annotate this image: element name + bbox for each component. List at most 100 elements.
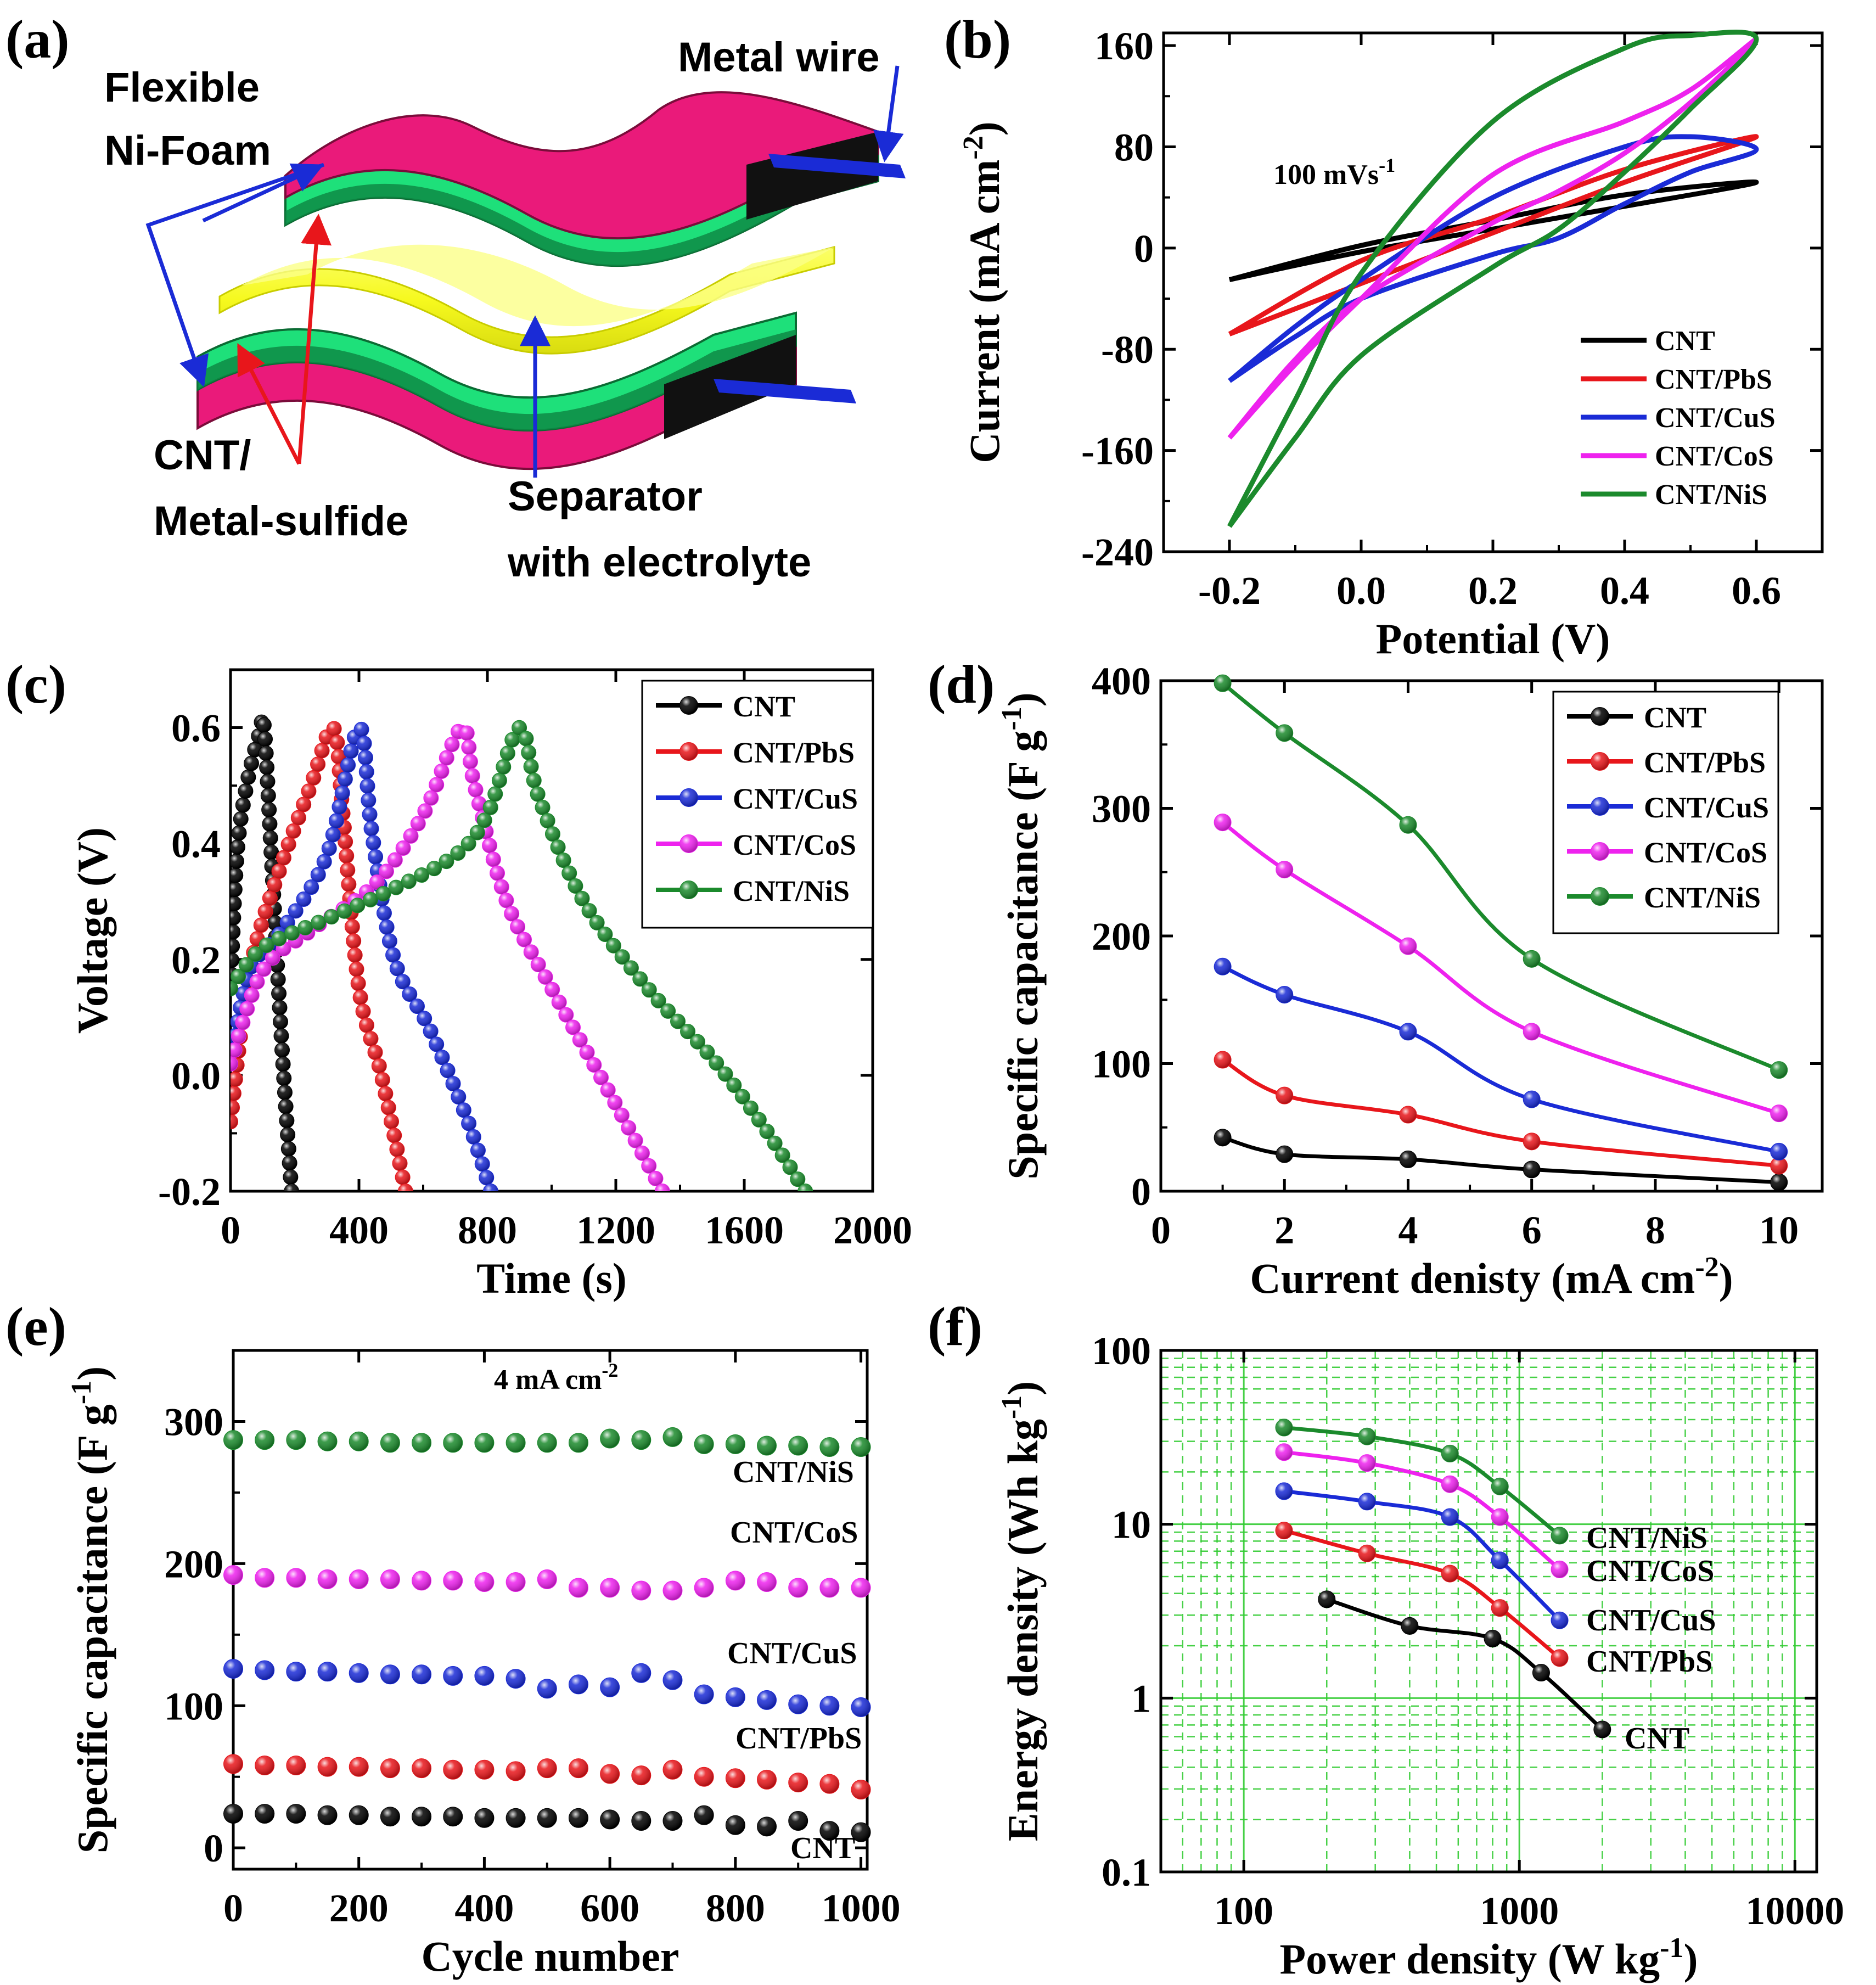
e-series-label-cnt-cos: CNT/CoS — [730, 1516, 858, 1550]
c-marker-cnt-shine — [272, 1000, 287, 1015]
d-xtick-label: 6 — [1522, 1208, 1542, 1252]
e-marker-cnt-shine — [726, 1815, 745, 1835]
metal-wire-bottom — [714, 379, 856, 403]
f-series-label-cnt-pbs: CNT/PbS — [1586, 1645, 1712, 1679]
c-marker-cnt-nis-shine — [727, 1078, 742, 1093]
top-foam-side — [746, 132, 878, 220]
d-legend-label-cnt-pbs: CNT/PbS — [1644, 746, 1766, 779]
c-marker-cnt-nis-shine — [615, 950, 630, 965]
d-marker-cnt-pbs-shine — [1214, 1051, 1231, 1068]
c-marker-cnt-nis-shine — [775, 1148, 790, 1163]
c-marker-cnt-nis-shine — [582, 904, 597, 918]
c-marker-cnt-nis-shine — [298, 920, 313, 935]
e-marker-cnt-cos-shine — [349, 1569, 368, 1589]
c-xtick-label: 1200 — [576, 1208, 655, 1252]
e-marker-cnt-pbs-shine — [569, 1759, 588, 1778]
c-ylabel-text: Voltage (V) — [69, 827, 116, 1034]
e-marker-cnt-shine — [443, 1807, 463, 1826]
d-legend-box — [1552, 691, 1779, 934]
f-panel-label: (f) — [928, 1296, 982, 1357]
c-marker-cnt-nis-shine — [540, 814, 555, 828]
c-marker-cnt-shine — [284, 1184, 299, 1191]
c-marker-cnt-cus-shine — [354, 722, 369, 737]
f-marker-cnt-pbs-shine — [1551, 1650, 1568, 1667]
c-marker-cnt-cos-shine — [587, 1058, 602, 1073]
f-marker-cnt-shine — [1484, 1630, 1501, 1647]
d-xlabel: Current denisty (mA cm-2) — [1250, 1252, 1733, 1302]
c-marker-cnt-cus-shine — [335, 786, 350, 800]
e-annotation-text: 4 mA cm — [494, 1364, 602, 1395]
c-marker-cnt-cus-shine — [379, 919, 394, 934]
c-marker-cnt-cos-shine — [387, 853, 402, 867]
d-legend-label-cnt-nis: CNT/NiS — [1644, 881, 1761, 914]
e-marker-cnt-nis-shine — [412, 1433, 431, 1453]
d-xlabel-end: ) — [1719, 1254, 1733, 1302]
c-marker-cnt-nis-shine — [259, 938, 274, 952]
c-marker-cnt-cus-shine — [395, 974, 410, 989]
e-marker-cnt-nis-shine — [318, 1432, 337, 1451]
c-marker-cnt-cos-shine — [648, 1171, 663, 1186]
e-marker-cnt-cos-shine — [726, 1571, 745, 1590]
c-marker-cnt-pbs-shine — [262, 891, 277, 906]
c-marker-cnt-cos-shine — [369, 875, 384, 890]
c-marker-cnt-cos-shine — [463, 754, 478, 769]
b-ylabel-end: ) — [961, 121, 1008, 136]
e-marker-cnt-shine — [349, 1805, 368, 1825]
e-ylabel-text: Specific capacitance (F g — [69, 1404, 116, 1853]
c-marker-cnt-shine — [276, 1057, 290, 1072]
c-marker-cnt-shine — [264, 845, 279, 860]
c-marker-cnt-shine — [262, 816, 277, 831]
e-marker-cnt-cos-shine — [537, 1569, 557, 1589]
c-marker-cnt-cus-shine — [446, 1076, 460, 1091]
e-marker-cnt-pbs-shine — [632, 1766, 651, 1785]
f-series-label-cnt-nis: CNT/NiS — [1586, 1521, 1708, 1555]
d-xlabel-text: Current denisty (mA cm — [1250, 1254, 1695, 1302]
c-marker-cnt-nis-shine — [451, 845, 465, 860]
f-marker-cnt-pbs-shine — [1276, 1522, 1293, 1539]
c-marker-cnt-cos-shine — [545, 982, 560, 997]
e-marker-cnt-nis-shine — [757, 1436, 777, 1455]
c-marker-cnt-pbs-shine — [311, 757, 325, 772]
b-curve-cnt-pbs — [1228, 134, 1759, 337]
d-marker-cnt-cus-shine — [1276, 986, 1293, 1003]
c-marker-cnt-nis-shine — [700, 1045, 715, 1059]
e-marker-cnt-nis-shine — [820, 1438, 839, 1457]
e-marker-cnt-nis-shine — [506, 1433, 525, 1453]
f-series-label-cnt: CNT — [1625, 1722, 1689, 1756]
c-marker-cnt-nis-shine — [651, 993, 666, 1008]
e-marker-cnt-shine — [757, 1817, 777, 1836]
d-ylabel-sup: -1 — [996, 706, 1027, 730]
c-marker-cnt-shine — [282, 1156, 297, 1170]
c-marker-cnt-nis-shine — [790, 1172, 805, 1187]
e-marker-cnt-pbs-shine — [694, 1767, 714, 1786]
b-xlabel-text: Potential (V) — [1376, 615, 1610, 663]
c-marker-cnt-shine — [231, 840, 245, 855]
c-marker-cnt-pbs-shine — [347, 947, 362, 962]
c-marker-cnt-cos-shine — [621, 1120, 636, 1135]
c-marker-cnt-cus-shine — [341, 758, 356, 772]
e-marker-cnt-shine — [506, 1808, 525, 1827]
c-marker-cnt-cus-shine — [329, 814, 344, 828]
c-marker-cnt-cus-shine — [483, 1184, 498, 1191]
c-marker-cnt-cos-shine — [244, 988, 259, 1002]
d-ylabel-end: ) — [999, 692, 1047, 706]
c-marker-cnt-cos-shine — [538, 969, 553, 984]
c-marker-cnt-shine — [238, 784, 253, 799]
c-marker-cnt-shine — [273, 1014, 288, 1029]
c-marker-cnt-cos-shine — [429, 777, 444, 792]
c-marker-cnt-cos-shine — [462, 740, 476, 755]
e-marker-cnt-pbs-shine — [318, 1757, 337, 1776]
e-marker-cnt-cos-shine — [632, 1581, 651, 1600]
e-marker-cnt-cos-shine — [255, 1568, 274, 1588]
c-marker-cnt-cos-shine — [572, 1033, 587, 1047]
e-xtick-label: 0 — [223, 1886, 243, 1930]
c-marker-cnt-cos-shine — [471, 797, 486, 811]
c-marker-cnt-cus-shine — [361, 793, 376, 808]
e-marker-cnt-cus-shine — [380, 1665, 400, 1684]
e-xlabel-text: Cycle number — [421, 1932, 679, 1980]
d-marker-cnt-nis-shine — [1523, 950, 1540, 967]
b-legend-label-cnt-cus: CNT/CuS — [1655, 402, 1776, 434]
b-xtick-label: -0.2 — [1198, 569, 1261, 613]
e-marker-cnt-cus-shine — [789, 1695, 808, 1714]
